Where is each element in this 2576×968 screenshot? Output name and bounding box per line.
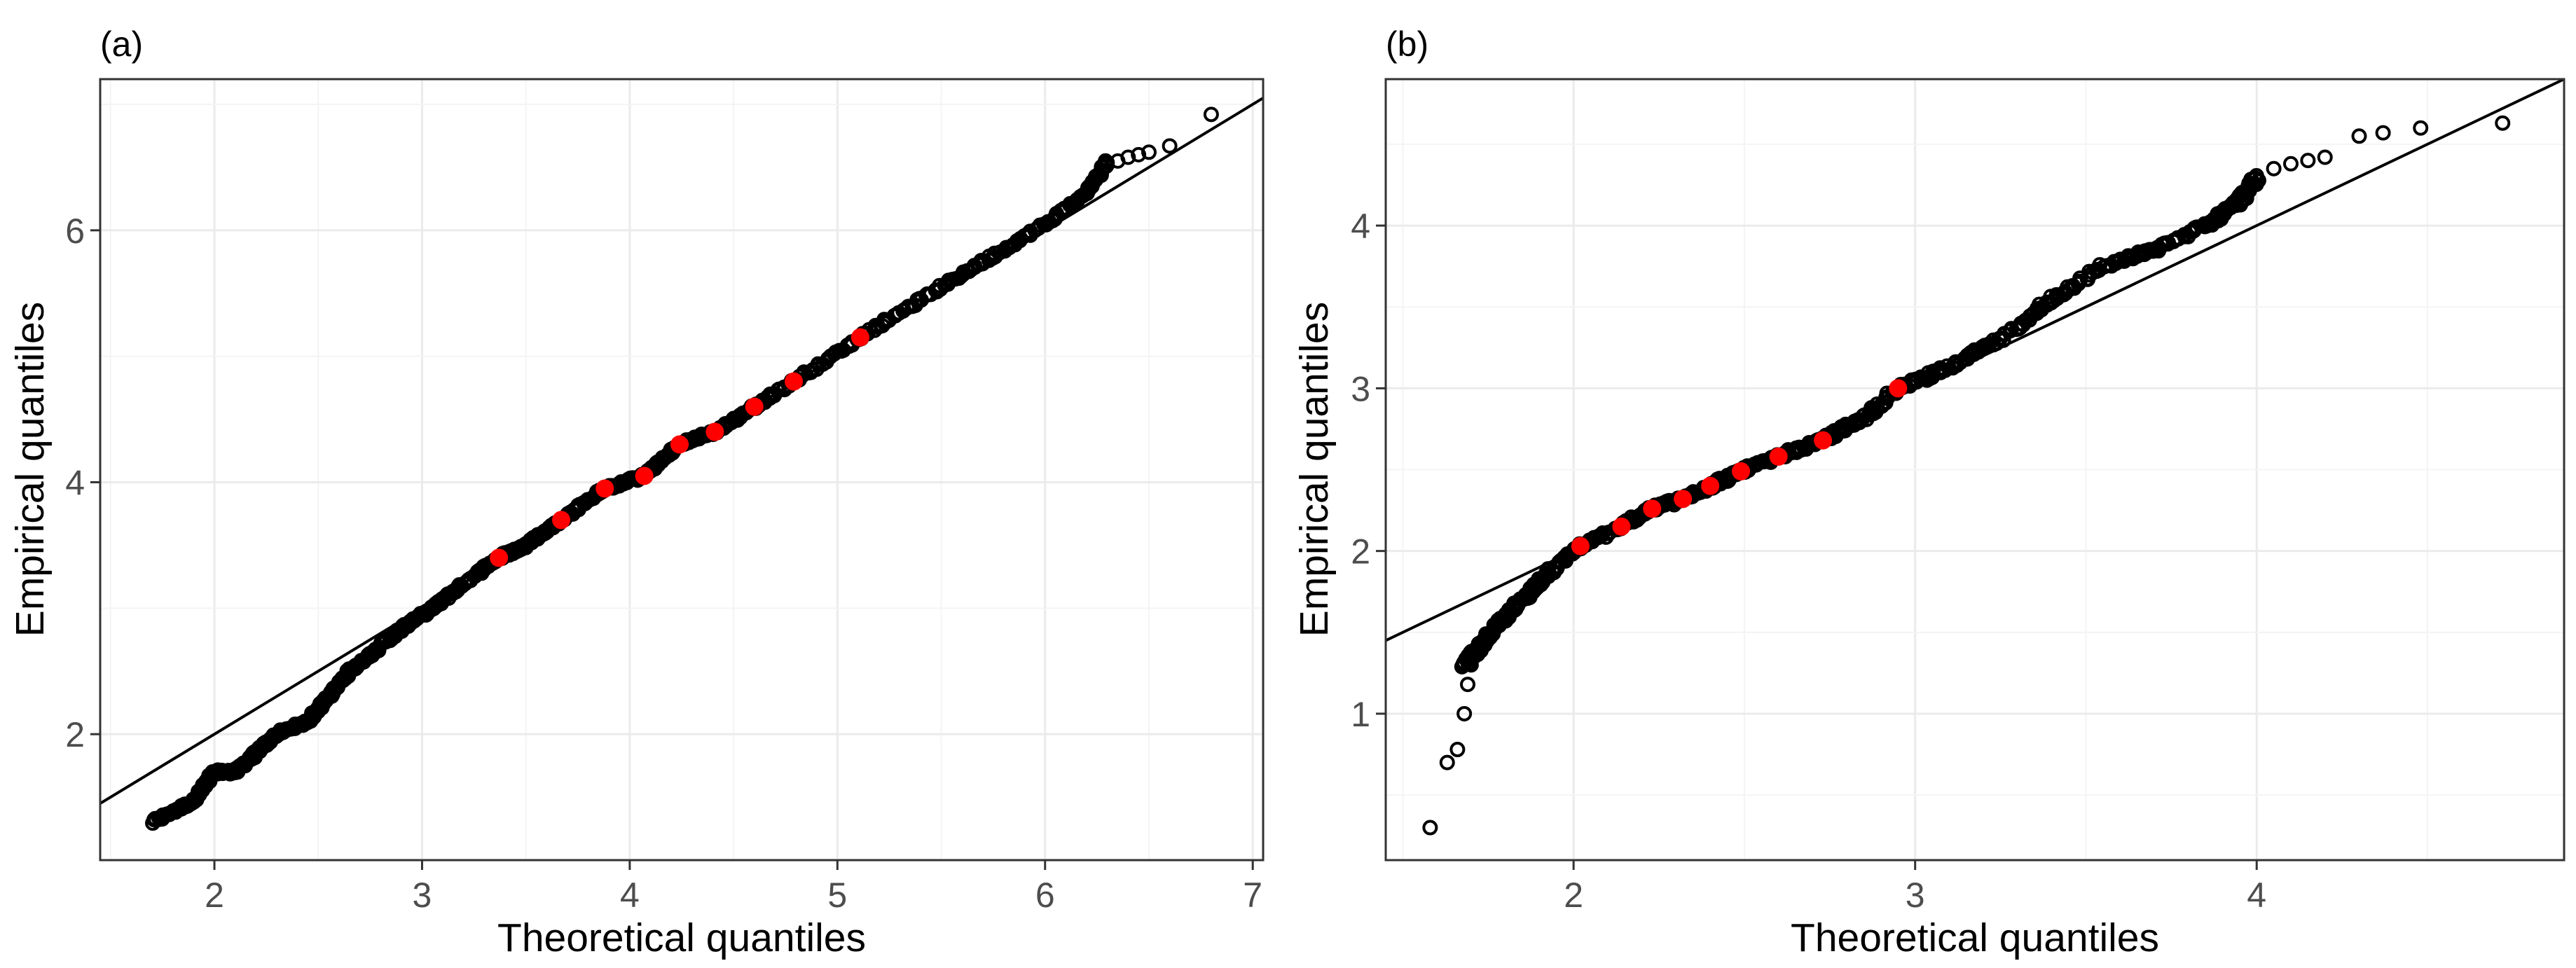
x-tick-label: 5 — [827, 876, 847, 915]
highlighted-point — [1643, 499, 1662, 518]
panel-b-x-ticks: 2 3 4 — [1564, 860, 2266, 915]
panel-a: (a) 2 3 4 5 6 7 2 4 6 Theoretical quantiles Emp… — [8, 25, 1265, 960]
sample-point-tail — [2495, 115, 2511, 131]
panel-b-highlighted-points — [1571, 379, 1908, 555]
highlighted-point — [595, 479, 614, 498]
panel-b-y-ticks: 1 2 3 4 — [1351, 207, 1386, 734]
sample-point-tail — [1162, 138, 1178, 154]
highlighted-point — [1674, 490, 1693, 509]
x-tick-label: 3 — [413, 876, 432, 915]
panel-a-x-axis-title: Theoretical quantiles — [497, 915, 866, 960]
sample-point-tail — [1460, 677, 1476, 693]
panel-a-y-ticks: 2 4 6 — [65, 212, 100, 754]
x-tick-label: 2 — [1564, 876, 1583, 915]
highlighted-point — [1769, 447, 1788, 466]
panel-b: (b) 2 3 4 1 2 3 4 Theoretical quantiles Empir… — [1292, 25, 2565, 960]
highlighted-point — [785, 372, 804, 391]
y-tick-label: 1 — [1351, 695, 1370, 734]
sample-point-tail — [1463, 657, 1479, 673]
panel-b-label: (b) — [1386, 25, 1428, 64]
sample-point-tail — [2317, 149, 2333, 165]
y-tick-label: 2 — [1351, 532, 1370, 572]
highlighted-point — [745, 397, 764, 416]
highlighted-point — [1889, 379, 1908, 398]
x-tick-label: 3 — [1906, 876, 1925, 915]
sample-point-tail — [2266, 160, 2282, 177]
x-tick-label: 2 — [205, 876, 224, 915]
sample-point-tail — [1141, 144, 1157, 160]
y-tick-label: 4 — [65, 463, 85, 502]
panel-a-x-ticks: 2 3 4 5 6 7 — [205, 860, 1262, 915]
panel-b-frame — [1384, 78, 2565, 862]
x-tick-label: 6 — [1035, 876, 1055, 915]
panel-a-highlighted-points — [490, 328, 869, 567]
highlighted-point — [1612, 517, 1631, 536]
highlighted-point — [705, 422, 724, 441]
highlighted-point — [850, 328, 869, 347]
panel-b-y-axis-title: Empirical quantiles — [1292, 302, 1337, 637]
sample-point-tail — [1449, 742, 1466, 758]
highlighted-point — [1571, 537, 1590, 555]
x-tick-label: 7 — [1243, 876, 1262, 915]
sample-point-tail — [1120, 149, 1136, 165]
highlighted-point — [635, 466, 654, 485]
sample-point-tail — [2300, 153, 2316, 169]
y-tick-label: 6 — [65, 212, 85, 251]
sample-point — [2081, 263, 2098, 279]
sample-point — [2247, 170, 2263, 186]
sample-point-tail — [1203, 106, 1219, 123]
highlighted-point — [1814, 431, 1833, 450]
y-tick-label: 4 — [1351, 207, 1370, 246]
sample-point-tail — [1422, 820, 1438, 836]
highlighted-point — [1701, 476, 1720, 495]
panel-b-x-axis-title: Theoretical quantiles — [1791, 915, 2159, 960]
sample-point — [2142, 242, 2158, 258]
sample-point-tail — [2351, 128, 2367, 144]
panel-a-y-axis-title: Empirical quantiles — [8, 302, 53, 637]
highlighted-point — [670, 435, 689, 454]
sample-point-tail — [1439, 754, 1455, 770]
panel-a-label: (a) — [100, 25, 143, 64]
x-tick-label: 4 — [2247, 876, 2266, 915]
sample-point-tail — [2282, 155, 2299, 172]
y-tick-label: 2 — [65, 715, 85, 754]
sample-point-tail — [2375, 125, 2391, 141]
x-tick-label: 4 — [620, 876, 640, 915]
sample-point — [1099, 154, 1115, 170]
panel-a-sample-points — [145, 106, 1219, 831]
highlighted-point — [1732, 462, 1751, 480]
panel-a-grid — [100, 79, 1263, 861]
highlighted-point — [552, 511, 571, 530]
y-tick-label: 3 — [1351, 369, 1370, 408]
sample-point-tail — [1456, 705, 1473, 721]
sample-point-tail — [2413, 120, 2429, 136]
sample-point-tail — [1131, 146, 1147, 163]
panel-a-frame — [99, 78, 1265, 862]
highlighted-point — [490, 548, 509, 567]
